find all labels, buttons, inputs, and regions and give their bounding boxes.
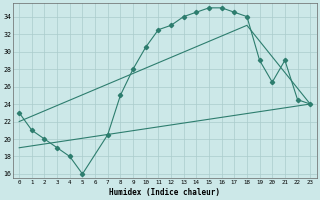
- X-axis label: Humidex (Indice chaleur): Humidex (Indice chaleur): [109, 188, 220, 197]
